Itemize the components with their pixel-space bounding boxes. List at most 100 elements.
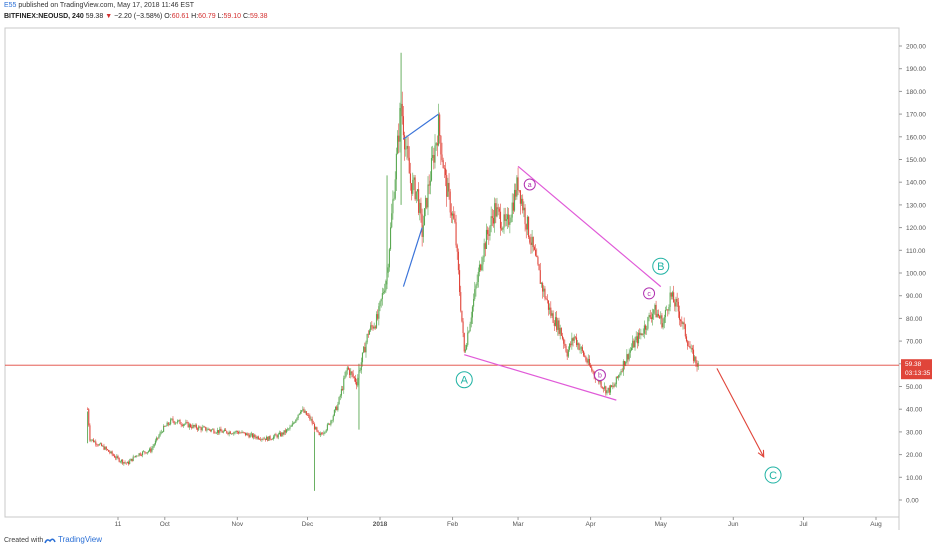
candle-body: [227, 433, 229, 435]
candle-body: [517, 177, 519, 191]
candle-body: [430, 157, 433, 181]
candle-body: [506, 214, 509, 220]
price-axis[interactable]: 0.0010.0020.0030.0040.0050.0060.0070.008…: [899, 44, 926, 505]
candle-body: [488, 234, 490, 236]
candle-body: [415, 191, 417, 200]
candle-body: [387, 267, 389, 273]
candle-body: [426, 197, 428, 208]
candle-body: [456, 245, 458, 252]
candle-body: [320, 433, 323, 435]
candle-body: [577, 343, 579, 346]
candle-body: [663, 317, 665, 324]
candle-body: [225, 429, 227, 432]
candle-body: [133, 456, 135, 458]
candle-body: [409, 173, 411, 184]
candle-body: [564, 343, 566, 346]
candle-body: [285, 429, 287, 433]
candle-body: [504, 214, 506, 221]
candle-body: [592, 370, 594, 372]
candle-body: [444, 168, 447, 176]
x-tick-label: Aug: [870, 521, 882, 528]
candle-body: [338, 397, 340, 405]
tradingview-brand[interactable]: TradingView: [58, 535, 103, 544]
candle-body: [639, 332, 641, 336]
candle-body: [457, 251, 459, 271]
candle-body: [109, 451, 111, 453]
candle-body: [385, 281, 387, 291]
candle-body: [294, 422, 296, 424]
candle-body: [467, 332, 469, 345]
candle-body: [205, 426, 207, 431]
candle-body: [156, 437, 158, 441]
time-axis[interactable]: 11 Oct Nov Dec 2018 Feb Mar Apr May Jun Jul Aug: [115, 517, 883, 528]
candle-body: [677, 301, 679, 312]
candle-body: [125, 462, 127, 464]
candle-body: [315, 427, 317, 430]
candle-body: [112, 454, 114, 456]
candle-body: [188, 424, 190, 428]
candle-body: [462, 321, 464, 333]
candle-body: [607, 387, 609, 391]
candle-body: [447, 182, 449, 197]
candle-body: [674, 302, 676, 307]
candle-body: [129, 460, 131, 465]
candle-body: [443, 168, 445, 169]
candle-body: [339, 395, 341, 398]
candle-body: [680, 319, 682, 322]
candle-body: [482, 257, 484, 265]
author-link[interactable]: E55: [4, 2, 17, 9]
candle-body: [612, 385, 614, 387]
candle-body: [655, 304, 657, 318]
candle-body: [559, 327, 561, 334]
candle-body: [110, 451, 112, 453]
candle-body: [199, 426, 201, 428]
candle-body: [404, 135, 406, 150]
candle-body: [459, 270, 461, 293]
candle-body: [636, 336, 638, 344]
candle-body: [599, 381, 601, 383]
x-tick-label: 11: [115, 521, 122, 528]
candle-body: [370, 325, 372, 331]
candle-body: [659, 316, 661, 319]
candle-body: [191, 427, 193, 429]
candle-body: [312, 423, 314, 424]
candle-body: [333, 409, 335, 416]
price-tag-countdown: 03:13:35: [905, 370, 931, 377]
y-tick-label: 200.00: [906, 44, 926, 51]
candle-body: [87, 409, 89, 410]
candle-body: [563, 338, 565, 344]
candle-body: [412, 179, 414, 194]
candle-body: [372, 326, 374, 329]
candle-body: [357, 377, 359, 386]
candle-body: [207, 428, 209, 431]
candle-body: [331, 420, 333, 421]
wave-label-text: B: [657, 261, 664, 273]
candle-body: [213, 429, 215, 433]
candle-body: [289, 426, 291, 429]
x-tick-label: Oct: [160, 521, 170, 528]
candle-body: [196, 428, 199, 430]
candle-body: [469, 323, 471, 332]
candle-body: [130, 458, 132, 461]
candle-body: [695, 356, 697, 364]
candle-body: [499, 211, 502, 229]
candle-body: [542, 283, 544, 292]
candle-body: [681, 321, 683, 324]
candle-body: [111, 451, 113, 455]
y-tick-label: 190.00: [906, 66, 926, 73]
symbol-label[interactable]: BITFINEX:NEOUSD, 240: [4, 13, 84, 20]
candle-body: [235, 431, 237, 433]
candle-body: [487, 229, 489, 235]
candle-body: [268, 436, 270, 441]
plot-frame: [4, 27, 900, 518]
candle-body: [448, 182, 450, 192]
candle-body: [291, 423, 293, 427]
candle-body: [164, 425, 166, 427]
price-chart[interactable]: 0.0010.0020.0030.0040.0050.0060.0070.008…: [0, 0, 932, 532]
candle-body: [328, 423, 330, 425]
candle-body: [388, 249, 390, 268]
candle-body: [601, 386, 603, 388]
candle-body: [552, 313, 554, 323]
candle-body: [432, 154, 434, 158]
y-tick-label: 30.00: [906, 429, 923, 436]
